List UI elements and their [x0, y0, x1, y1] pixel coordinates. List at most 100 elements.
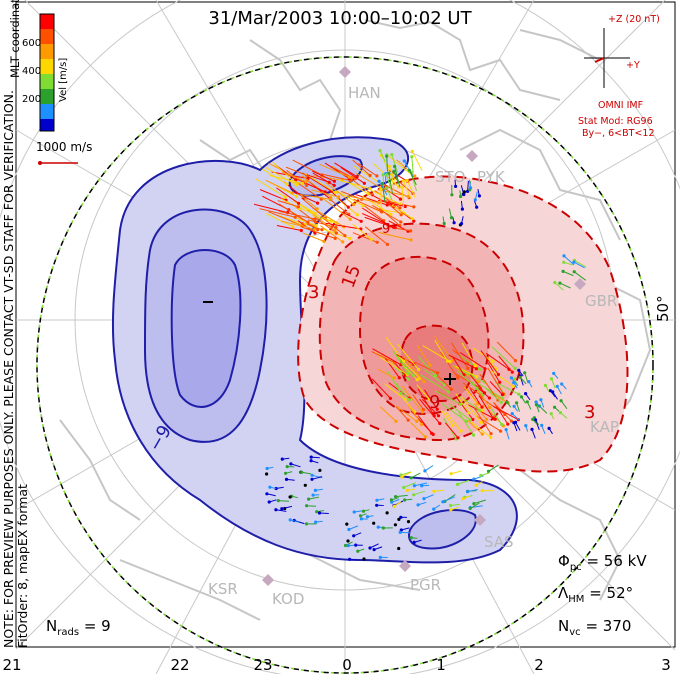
mlt-tick-21: 21 — [2, 656, 22, 674]
velocity-vector-origin — [402, 359, 406, 363]
velocity-vector — [341, 211, 362, 222]
velocity-vector-origin — [358, 514, 363, 518]
velocity-vector-origin — [295, 182, 299, 186]
velocity-vector-origin — [362, 181, 366, 185]
velocity-vector-origin — [549, 377, 554, 381]
velocity-vector — [379, 150, 386, 162]
velocity-vector-origin — [460, 207, 464, 211]
velocity-vector-origin — [456, 482, 460, 486]
velocity-vector-origin — [524, 424, 528, 428]
velocity-vector-origin — [413, 174, 417, 178]
velocity-vector-origin — [409, 536, 413, 540]
velocity-vector-origin — [466, 366, 470, 370]
velocity-vector — [386, 156, 388, 172]
velocity-vector — [440, 409, 454, 426]
velocity-vector — [255, 178, 286, 198]
velocity-vector-origin — [417, 367, 421, 372]
velocity-vector-origin — [375, 498, 379, 502]
velocity-vector-origin — [416, 503, 420, 507]
site-pyk: PYK — [477, 168, 505, 186]
velocity-vector-origin — [477, 408, 481, 412]
velocity-vector-origin — [293, 215, 297, 219]
velocity-vector-origin — [558, 411, 563, 415]
velocity-vector — [395, 494, 408, 498]
velocity-vector-origin — [510, 370, 514, 374]
velocity-vector — [573, 261, 585, 269]
velocity-vector-origin — [410, 155, 414, 159]
velocity-vector-origin — [284, 477, 289, 481]
velocity-vector-origin — [422, 380, 426, 384]
velocity-vector-origin — [403, 204, 407, 209]
imf-source: OMNI IMF — [598, 100, 644, 111]
velocity-vector-origin — [346, 539, 350, 543]
velocity-vector-origin — [451, 423, 455, 427]
velocity-vector-origin — [389, 498, 393, 502]
velocity-vector-origin — [356, 549, 360, 553]
velocity-vector-origin — [412, 484, 416, 488]
coords-label: MLT coordinates — [8, 0, 22, 78]
velocity-vector-origin — [311, 493, 315, 497]
velocity-vector — [395, 406, 409, 421]
velocity-vector — [281, 220, 302, 227]
velocity-vector — [371, 194, 395, 208]
velocity-vector-origin — [378, 149, 382, 153]
velocity-vector — [379, 356, 408, 375]
velocity-vector-origin — [372, 521, 376, 525]
velocity-vector — [511, 413, 521, 422]
velocity-vector — [467, 489, 478, 493]
velocity-vector-origin — [399, 213, 403, 217]
velocity-vector-origin — [448, 503, 453, 508]
velocity-vector-origin — [341, 240, 345, 244]
velocity-vector-origin — [409, 476, 413, 480]
radar-count: Nrads = 9 — [46, 617, 111, 638]
imf-clock — [584, 28, 630, 88]
velocity-vector-origin — [296, 205, 300, 209]
velocity-vector — [393, 171, 400, 184]
velocity-vector — [451, 342, 469, 369]
preview-note: NOTE: FOR PREVIEW PURPOSES ONLY. PLEASE … — [1, 90, 30, 648]
velocity-vector — [321, 197, 351, 220]
velocity-vector — [353, 165, 382, 185]
velocity-vector-origin — [423, 469, 427, 473]
velocity-vector-origin — [442, 221, 446, 226]
velocity-vector — [264, 166, 297, 186]
velocity-vector — [397, 343, 419, 370]
velocity-vector-origin — [572, 260, 576, 264]
velocity-vector-origin — [390, 153, 394, 157]
velocity-vector-origin — [454, 184, 458, 188]
velocity-vector — [391, 204, 413, 220]
velocity-vector-origin — [265, 472, 269, 476]
velocity-vector-origin — [312, 228, 316, 232]
velocity-vector — [457, 479, 470, 485]
velocity-vector-origin — [562, 254, 566, 258]
velocity-vector-origin — [403, 397, 407, 401]
boundary-circle-green — [36, 56, 654, 674]
velocity-vector — [479, 383, 503, 399]
velocity-vector-origin — [310, 477, 314, 481]
velocity-vector-origin — [471, 417, 475, 422]
velocity-vector-origin — [359, 219, 363, 223]
velocity-vector-origin — [505, 400, 509, 404]
vector-count: Nvc = 370 — [558, 617, 632, 638]
stat-model-line2: By−, 6<BT<12 — [582, 128, 655, 139]
velocity-vector-origin — [452, 221, 456, 225]
velocity-vector — [340, 167, 365, 184]
velocity-vector-origin — [316, 201, 320, 205]
contour-label-9: 9 — [429, 392, 441, 413]
velocity-vector-origin — [265, 466, 269, 471]
cross-polar-potential: Φpc = 56 kV — [558, 552, 647, 573]
velocity-vector — [394, 166, 401, 188]
velocity-vector-origin — [288, 518, 292, 522]
colorbar-title: Vel [m/s] — [58, 57, 69, 102]
velocity-vector-origin — [348, 557, 352, 561]
velocity-vector — [505, 429, 510, 440]
velocity-vector-origin — [442, 383, 447, 387]
velocity-vector-origin — [313, 488, 317, 492]
velocity-vector — [364, 205, 385, 222]
velocity-vector-origin — [380, 182, 384, 186]
velocity-vector — [349, 182, 369, 195]
velocity-vector — [307, 219, 337, 228]
velocity-vector-origin — [398, 206, 402, 210]
velocity-vector — [474, 408, 492, 434]
velocity-vector-origin — [406, 371, 410, 375]
